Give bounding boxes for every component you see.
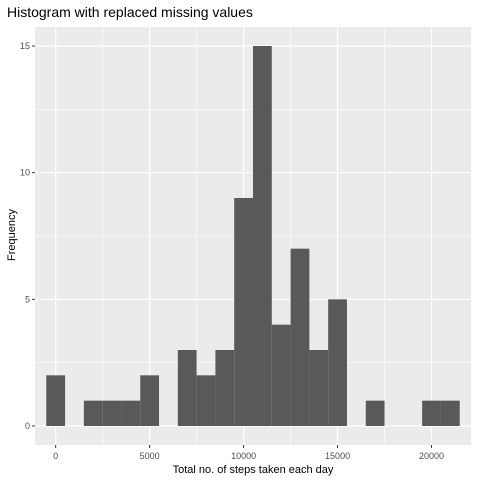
y-axis-title: Frequency [6, 209, 18, 261]
x-axis-title: Total no. of steps taken each day [173, 464, 334, 476]
histogram-bar [140, 375, 160, 426]
histogram-bars [46, 46, 460, 426]
histogram-bar [196, 375, 216, 426]
histogram-bar [177, 350, 197, 426]
histogram-bar [83, 400, 103, 426]
x-tick-label: 10000 [231, 451, 256, 461]
x-tick-label: 20000 [419, 451, 444, 461]
y-axis-ticks: 0 5 10 15 [20, 41, 35, 431]
histogram-bar [121, 400, 141, 426]
y-tick-label: 15 [20, 41, 30, 51]
histogram-bar [309, 350, 329, 426]
y-tick-label: 5 [25, 294, 30, 304]
x-tick-label: 15000 [325, 451, 350, 461]
x-tick-label: 5000 [140, 451, 160, 461]
y-tick-label: 10 [20, 168, 30, 178]
histogram-bar [422, 400, 441, 426]
histogram-bar [290, 248, 310, 426]
histogram-bar [215, 350, 235, 426]
histogram-bar [253, 46, 272, 426]
histogram-bar [365, 400, 385, 426]
y-tick-label: 0 [25, 421, 30, 431]
x-tick-label: 0 [53, 451, 58, 461]
histogram-bar [440, 400, 460, 426]
histogram-bar [271, 324, 291, 426]
histogram-bar [234, 198, 253, 426]
x-axis-ticks: 0 5000 10000 15000 20000 [53, 445, 444, 461]
chart-title: Histogram with replaced missing values [7, 4, 253, 20]
histogram-bar [102, 400, 122, 426]
histogram-bar [46, 375, 66, 426]
histogram-bar [328, 299, 347, 426]
